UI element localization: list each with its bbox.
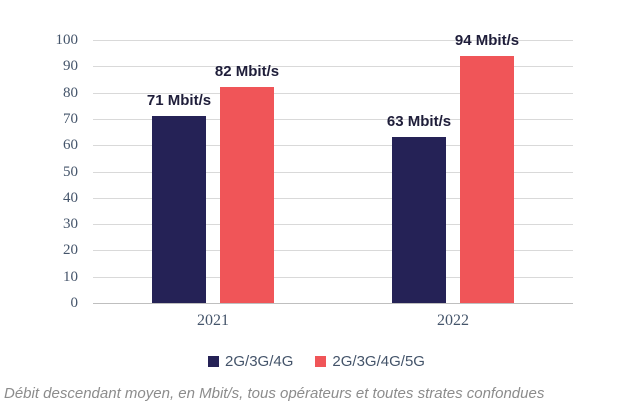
legend-series-label: 2G/3G/4G/5G [332, 353, 425, 370]
x-axis-category-label: 2022 [437, 312, 469, 329]
y-axis-tick-label: 50 [63, 164, 78, 180]
bar-2021-2g3g4g5g [220, 87, 274, 303]
legend-item: 2G/3G/4G [208, 353, 293, 370]
x-axis-line [93, 303, 573, 304]
legend-series-label: 2G/3G/4G [225, 353, 294, 370]
gridline [93, 119, 573, 120]
legend-color-swatch-icon [315, 356, 327, 367]
data-label: 82 Mbit/s [214, 63, 280, 80]
gridline [93, 93, 573, 94]
chart-caption: Débit descendant moyen, en Mbit/s, tous … [4, 385, 545, 402]
y-axis-tick-label: 20 [63, 242, 78, 258]
gridline [93, 66, 573, 67]
gridline [93, 198, 573, 199]
data-label: 94 Mbit/s [454, 32, 520, 49]
y-axis-tick-label: 40 [63, 190, 78, 206]
chart-legend: 2G/3G/4G 2G/3G/4G/5G [0, 353, 633, 370]
y-axis-tick-label: 100 [55, 32, 79, 48]
bar-2021-2g3g4g [152, 116, 206, 303]
gridline [93, 277, 573, 278]
legend-color-swatch-icon [208, 356, 220, 367]
gridline [93, 40, 573, 41]
bar-2022-2g3g4g5g [460, 56, 514, 303]
y-axis-tick-label: 70 [63, 111, 78, 127]
y-axis-tick-label: 0 [70, 295, 79, 311]
gridline [93, 224, 573, 225]
gridline [93, 250, 573, 251]
x-axis-category-label: 2021 [197, 312, 229, 329]
data-label: 63 Mbit/s [386, 113, 452, 130]
y-axis-tick-label: 60 [63, 137, 78, 153]
gridline [93, 172, 573, 173]
legend-item: 2G/3G/4G/5G [315, 353, 425, 370]
bar-2022-2g3g4g [392, 137, 446, 303]
y-axis-tick-label: 10 [63, 269, 78, 285]
y-axis-tick-label: 30 [63, 216, 78, 232]
y-axis-tick-label: 90 [63, 58, 78, 74]
y-axis-tick-label: 80 [63, 85, 78, 101]
data-label: 71 Mbit/s [146, 92, 212, 109]
gridline [93, 145, 573, 146]
